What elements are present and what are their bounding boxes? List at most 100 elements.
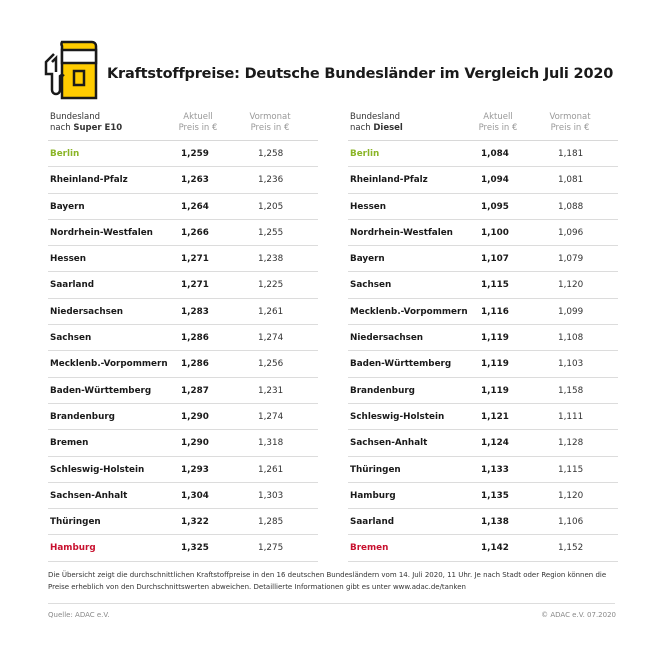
copyright-label: © ADAC e.V. 07.2020	[541, 611, 616, 619]
table-row: Nordrhein-Westfalen 1,266 1,255	[48, 220, 318, 247]
current-price: 1,264	[181, 201, 209, 212]
previous-price: 1,111	[558, 411, 584, 422]
current-price: 1,107	[481, 254, 509, 265]
state-name: Sachsen-Anhalt	[350, 438, 428, 449]
previous-price: 1,081	[558, 175, 584, 186]
table-row: Hamburg 1,135 1,120	[348, 483, 618, 510]
state-name: Mecklenb.-Vorpommern	[350, 306, 468, 317]
diesel-table: Bundesland nach Diesel Aktuell Preis in € Vo…	[348, 110, 618, 562]
current-price: 1,271	[181, 280, 209, 291]
current-price: 1,094	[481, 175, 509, 186]
current-price: 1,287	[181, 385, 209, 396]
table-row: Sachsen-Anhalt 1,124 1,128	[348, 430, 618, 457]
state-name: Hamburg	[350, 490, 396, 501]
current-price: 1,271	[181, 254, 209, 265]
current-price: 1,121	[481, 411, 509, 422]
current-price: 1,119	[481, 333, 509, 344]
current-price: 1,290	[181, 438, 209, 449]
table-row: Berlin 1,259 1,258	[48, 141, 318, 168]
table-row: Hessen 1,095 1,088	[348, 194, 618, 220]
state-name: Hessen	[50, 254, 87, 265]
state-name: Schleswig-Holstein	[50, 464, 145, 475]
header-previous-line2: Preis in €	[250, 123, 290, 133]
current-price: 1,266	[181, 227, 209, 238]
current-price: 1,119	[481, 385, 509, 396]
page-title: Kraftstoffpreise: Deutsche Bundesländer …	[107, 66, 614, 82]
previous-price: 1,275	[258, 543, 284, 554]
state-name: Sachsen-Anhalt	[50, 490, 128, 501]
state-name: Berlin	[350, 149, 380, 159]
table-row: Hessen 1,271 1,238	[48, 246, 318, 273]
state-name: Baden-Württemberg	[350, 359, 452, 370]
header-state-prefix: nach	[50, 123, 74, 133]
state-name: Berlin	[50, 149, 80, 159]
state-name: Bayern	[350, 254, 385, 265]
state-name: Nordrhein-Westfalen	[50, 227, 153, 238]
header-current: Aktuell Preis in €	[458, 112, 538, 134]
table-row: Berlin 1,084 1,181	[348, 141, 618, 168]
current-price: 1,283	[181, 306, 209, 317]
current-price: 1,095	[481, 201, 509, 212]
table-row: Baden-Württemberg 1,287 1,231	[48, 378, 318, 404]
header-current-line2: Preis in €	[178, 123, 218, 133]
current-price: 1,138	[481, 517, 509, 528]
state-name: Bremen	[50, 438, 89, 449]
state-name: Hamburg	[50, 543, 96, 554]
state-name: Nordrhein-Westfalen	[350, 227, 453, 238]
previous-price: 1,256	[258, 359, 284, 370]
state-name: Baden-Württemberg	[50, 385, 152, 396]
previous-price: 1,225	[258, 280, 284, 291]
header-current-line1: Aktuell	[483, 112, 513, 122]
table-row: Schleswig-Holstein 1,293 1,261	[48, 457, 318, 483]
state-name: Sachsen	[50, 333, 92, 344]
current-price: 1,119	[481, 359, 509, 370]
previous-price: 1,152	[558, 543, 584, 554]
table-row: Bayern 1,264 1,205	[48, 194, 318, 220]
current-price: 1,084	[481, 149, 509, 159]
previous-price: 1,318	[258, 438, 284, 449]
header-current-line1: Aktuell	[183, 112, 213, 122]
current-price: 1,133	[481, 464, 509, 475]
previous-price: 1,096	[558, 227, 584, 238]
header-previous-line2: Preis in €	[550, 123, 590, 133]
header-previous: Vormonat Preis in €	[530, 112, 610, 134]
state-name: Rheinland-Pfalz	[350, 175, 428, 186]
previous-price: 1,115	[558, 464, 584, 475]
current-price: 1,263	[181, 175, 209, 186]
current-price: 1,286	[181, 359, 209, 370]
previous-price: 1,088	[558, 201, 584, 212]
source-label: Quelle: ADAC e.V.	[48, 611, 110, 619]
table-row: Saarland 1,271 1,225	[48, 272, 318, 299]
table-row: Sachsen-Anhalt 1,304 1,303	[48, 483, 318, 510]
previous-price: 1,079	[558, 254, 584, 265]
state-name: Brandenburg	[350, 385, 415, 396]
state-name: Bayern	[50, 201, 85, 212]
previous-price: 1,261	[258, 464, 284, 475]
header-previous-line1: Vormonat	[549, 112, 591, 122]
state-name: Saarland	[50, 280, 95, 291]
state-name: Niedersachsen	[50, 306, 124, 317]
super-e10-table: Bundesland nach Super E10 Aktuell Preis in …	[48, 110, 318, 562]
previous-price: 1,258	[258, 149, 284, 159]
table-row: Bremen 1,142 1,152	[348, 535, 618, 562]
table-row: Niedersachsen 1,119 1,108	[348, 325, 618, 352]
table-header: Bundesland nach Diesel Aktuell Preis in € Vo…	[348, 110, 618, 141]
table-row: Mecklenb.-Vorpommern 1,286 1,256	[48, 351, 318, 378]
previous-price: 1,236	[258, 175, 284, 186]
previous-price: 1,238	[258, 254, 284, 265]
table-row: Bayern 1,107 1,079	[348, 246, 618, 273]
state-name: Hessen	[350, 201, 387, 212]
previous-price: 1,303	[258, 490, 284, 501]
current-price: 1,142	[481, 543, 509, 554]
current-price: 1,293	[181, 464, 209, 475]
current-price: 1,135	[481, 490, 509, 501]
current-price: 1,259	[181, 149, 209, 159]
table-row: Brandenburg 1,119 1,158	[348, 378, 618, 404]
table-row: Rheinland-Pfalz 1,263 1,236	[48, 167, 318, 194]
header-state-line1: Bundesland	[350, 112, 401, 122]
previous-price: 1,181	[558, 149, 584, 159]
state-name: Brandenburg	[50, 411, 115, 422]
previous-price: 1,205	[258, 201, 284, 212]
state-name: Rheinland-Pfalz	[50, 175, 128, 186]
table-row: Saarland 1,138 1,106	[348, 509, 618, 536]
